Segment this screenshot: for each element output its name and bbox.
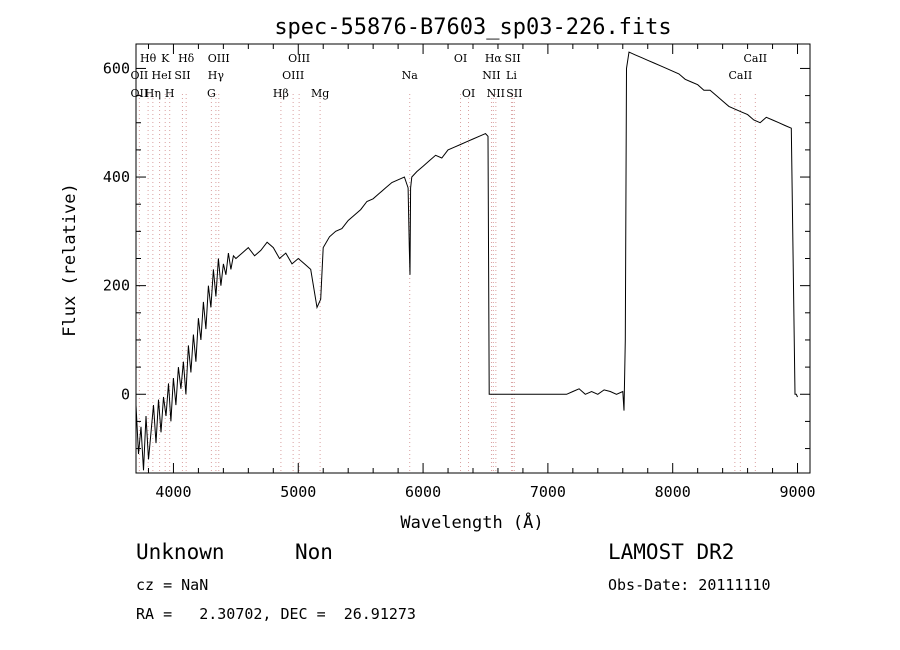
line-label: SII xyxy=(174,69,190,82)
x-tick-label: 5000 xyxy=(280,483,316,501)
survey-name: LAMOST DR2 xyxy=(608,540,735,564)
line-label: SII xyxy=(506,87,522,100)
line-label: SII xyxy=(504,52,520,65)
coordinates: RA = 2.30702, DEC = 26.91273 xyxy=(136,605,416,623)
x-axis-label: Wavelength (Å) xyxy=(400,511,543,533)
line-label: K xyxy=(161,52,170,65)
line-label: OIII xyxy=(208,52,230,65)
line-label: Hα xyxy=(485,52,503,65)
y-tick-label: 600 xyxy=(103,59,130,77)
line-label: I xyxy=(168,69,172,82)
line-label: NII xyxy=(482,69,500,82)
y-tick-label: 0 xyxy=(121,385,130,403)
line-label: Hβ xyxy=(273,87,289,100)
chart-title: spec-55876-B7603_sp03-226.fits xyxy=(274,15,671,40)
y-tick-label: 200 xyxy=(103,277,130,295)
object-subclass: Non xyxy=(295,540,333,564)
line-label: CaII xyxy=(743,52,767,65)
line-label: OIII xyxy=(282,69,304,82)
line-label: Hθ xyxy=(140,52,157,65)
obs-date: Obs-Date: 20111110 xyxy=(608,576,771,594)
x-tick-label: 8000 xyxy=(655,483,691,501)
x-tick-label: 4000 xyxy=(155,483,191,501)
line-label: CaII xyxy=(729,69,753,82)
line-label: Mg xyxy=(311,87,329,100)
spectrum-series xyxy=(135,51,798,471)
line-label: NII xyxy=(487,87,505,100)
plot-frame xyxy=(135,43,811,474)
line-label: OII xyxy=(131,87,149,100)
line-label: Hγ xyxy=(208,69,225,82)
line-label: H xyxy=(165,87,175,100)
redshift-cz: cz = NaN xyxy=(136,576,209,594)
line-label: Hδ xyxy=(178,52,195,65)
line-label: OI xyxy=(462,87,475,100)
line-label: G xyxy=(207,87,216,100)
line-label: Hη xyxy=(145,87,161,100)
line-label: OIII xyxy=(288,52,310,65)
x-tick-label: 6000 xyxy=(405,483,441,501)
object-class: Unknown xyxy=(136,540,225,564)
y-axis-label: Flux (relative) xyxy=(60,183,80,337)
line-label: OII xyxy=(131,69,149,82)
line-label: OI xyxy=(454,52,467,65)
line-label: Na xyxy=(402,69,419,82)
x-tick-label: 7000 xyxy=(530,483,566,501)
axis-ticks: 4000 5000 6000 7000 8000 9000 0 200 400 600 xyxy=(103,44,816,501)
y-tick-label: 400 xyxy=(103,168,130,186)
line-label: Li xyxy=(506,69,517,82)
line-label: He xyxy=(152,69,168,82)
spectrum-line xyxy=(135,51,798,471)
x-tick-label: 9000 xyxy=(779,483,815,501)
